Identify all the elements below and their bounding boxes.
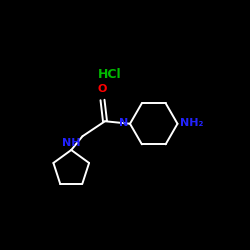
Text: NH₂: NH₂ <box>180 118 204 128</box>
Text: HCl: HCl <box>98 68 122 82</box>
Text: N: N <box>119 118 128 128</box>
Text: O: O <box>97 84 107 94</box>
Text: NH: NH <box>62 138 80 147</box>
